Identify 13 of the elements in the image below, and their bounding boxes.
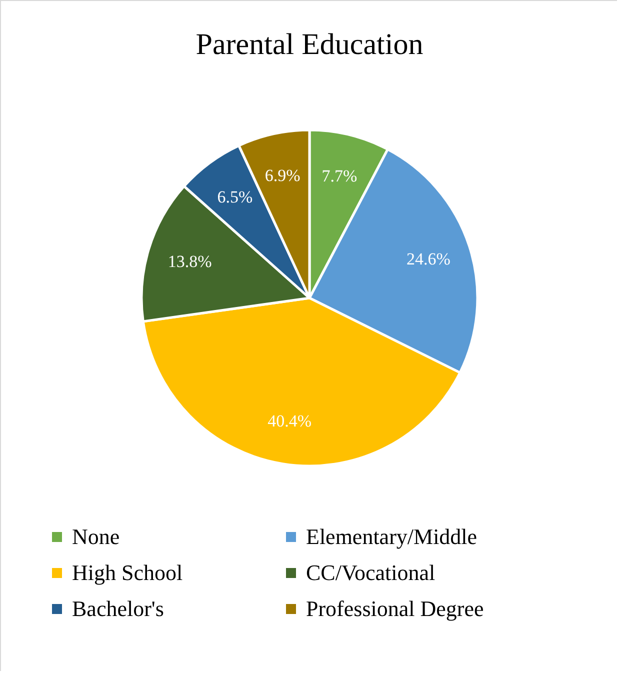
data-label: 13.8% [168,252,212,271]
data-label: 7.7% [322,166,358,186]
legend-label: Professional Degree [306,596,484,621]
legend-label: CC/Vocational [306,560,436,585]
data-label: 6.9% [264,166,300,185]
legend-label: High School [72,560,183,585]
legend-label: None [72,524,120,549]
data-label: 40.4% [268,411,312,430]
legend-label: Elementary/Middle [306,524,478,549]
data-label: 24.6% [406,250,450,269]
chart-title: Parental Education [196,28,424,61]
legend-label: Bachelor's [72,596,164,621]
data-label: 6.5% [217,188,253,207]
